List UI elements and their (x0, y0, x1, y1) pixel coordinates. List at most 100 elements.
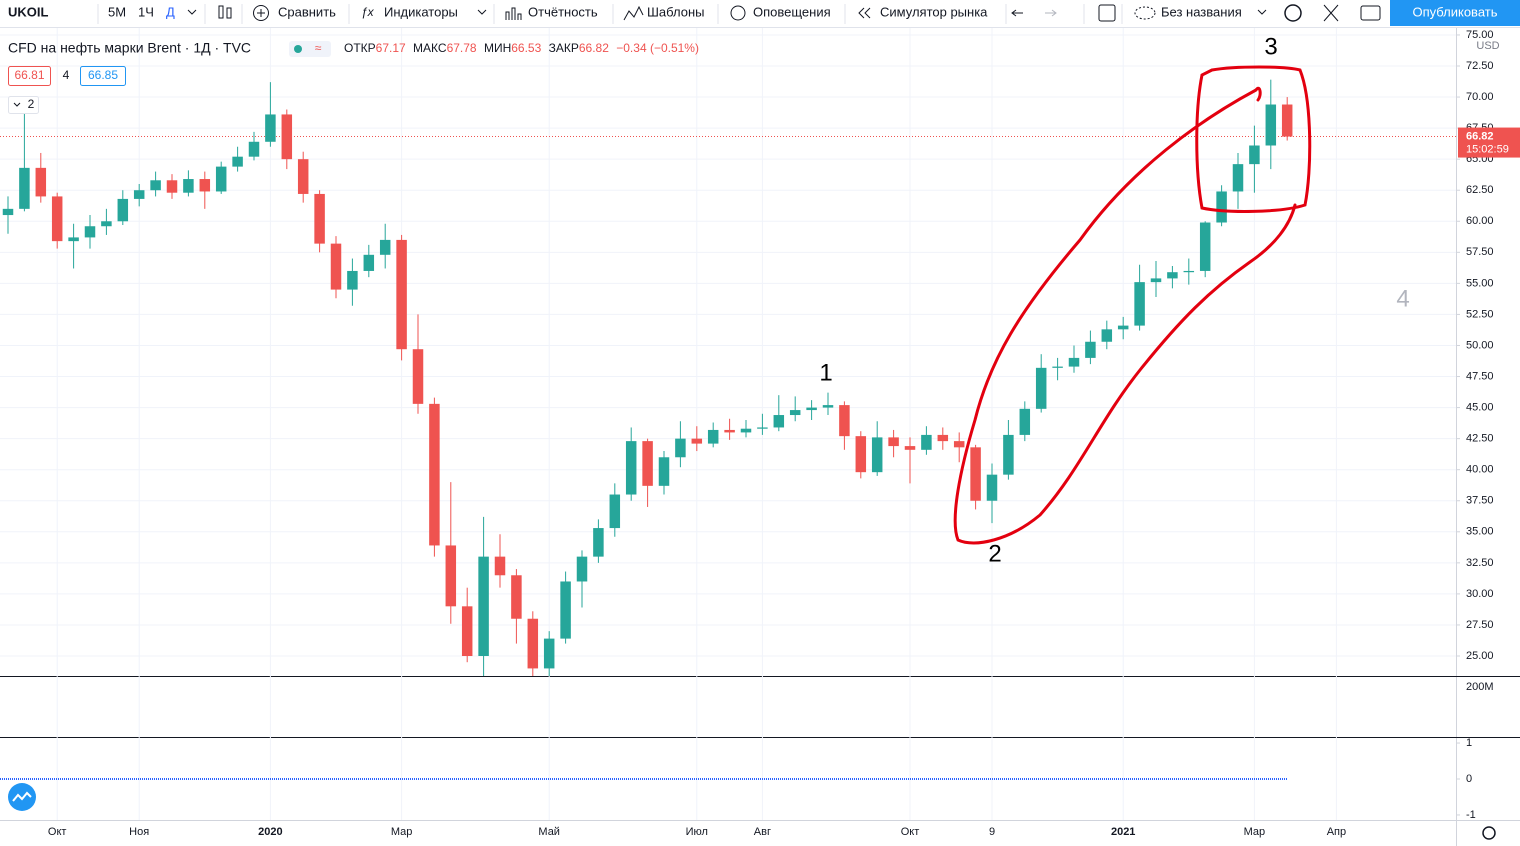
candle-body (150, 180, 161, 191)
templates-button[interactable]: Шаблоны (647, 4, 705, 19)
low-label: МИН (484, 41, 511, 55)
y-tick-label: 52.50 (1466, 308, 1494, 320)
symbol[interactable]: UKOIL (8, 4, 49, 19)
candle-body (1249, 145, 1260, 165)
replay-icon[interactable] (858, 7, 871, 19)
dropdown-icon[interactable] (477, 9, 487, 15)
layout-name[interactable]: Без названия (1161, 4, 1242, 19)
candle-body (248, 141, 260, 157)
candle-body (609, 494, 621, 529)
candle-body (888, 437, 899, 447)
candle-body (1281, 104, 1293, 137)
candle-body (1035, 367, 1047, 409)
candle-body (789, 410, 801, 416)
candle-body (1003, 434, 1014, 475)
candle-body (806, 407, 817, 411)
indicator-tick-label: 1 (1466, 737, 1472, 749)
y-tick-label: 47.50 (1466, 370, 1494, 382)
candle-body (363, 254, 375, 271)
indicator-tick-label: 0 (1466, 773, 1472, 785)
x-tick-label: Окт (48, 826, 67, 838)
x-tick-label: Ноя (129, 826, 149, 838)
alerts-button[interactable]: Оповещения (753, 4, 831, 19)
ask-box[interactable] (80, 66, 126, 86)
templates-icon[interactable] (623, 5, 644, 21)
logo[interactable] (8, 783, 36, 811)
x-tick-label: Апр (1327, 826, 1346, 838)
currency-label: USD (1476, 40, 1499, 52)
axis-settings[interactable] (1482, 826, 1496, 840)
dropdown-icon[interactable] (1257, 9, 1267, 15)
candle-body (429, 403, 440, 546)
replay-button[interactable]: Симулятор рынка (880, 4, 988, 19)
last-price-label: 66.82 (1466, 130, 1494, 142)
candle-body (379, 239, 391, 255)
undo-button[interactable] (1011, 9, 1023, 17)
candle-body (675, 438, 686, 458)
candle-body (724, 429, 735, 433)
status-badge (289, 41, 331, 57)
reports-icon[interactable] (505, 7, 522, 20)
y-tick-label: 57.50 (1466, 246, 1494, 258)
collapse-button[interactable] (8, 96, 39, 114)
trend-channel (953, 86, 1297, 545)
compare-icon[interactable] (253, 5, 269, 21)
x-tick-label: Мар (391, 826, 413, 838)
candle-body (461, 606, 473, 657)
y-tick-label: 72.50 (1466, 60, 1494, 72)
candle-body (232, 156, 243, 167)
x-tick-label: Мар (1244, 826, 1266, 838)
settings-button[interactable] (1284, 4, 1302, 22)
chart-type-icon[interactable] (218, 5, 232, 19)
annotation: 1 (819, 359, 832, 386)
fullscreen-button[interactable] (1323, 4, 1339, 22)
alerts-icon[interactable] (730, 5, 746, 21)
candle-body (396, 239, 407, 350)
reports-button[interactable]: Отчётность (528, 4, 598, 19)
toolbar: UKOIL 5М 1Ч Д Сравнить ƒx Индикаторы Отч… (0, 0, 1520, 28)
publish-label[interactable]: Опубликовать (1412, 4, 1497, 19)
redo-button[interactable] (1045, 9, 1057, 17)
candle-body (330, 243, 342, 290)
hidden-count[interactable]: 2 (28, 97, 35, 111)
x-tick-label: Авг (754, 826, 771, 838)
bid-price[interactable]: 66.81 (14, 68, 44, 82)
interval[interactable]: 5М (108, 4, 126, 19)
snapshot-button[interactable] (1360, 5, 1381, 21)
interval[interactable]: Д (166, 4, 175, 19)
x-tick-label: 2021 (1111, 826, 1135, 838)
candle-body (773, 415, 785, 428)
annotation: 3 (1264, 33, 1277, 60)
y-tick-label: 35.00 (1466, 526, 1494, 538)
bid-box[interactable] (8, 66, 51, 86)
y-tick-label: 75.00 (1466, 29, 1494, 41)
publish-button[interactable] (1390, 0, 1520, 26)
series-title: CFD на нефть марки Brent · 1Д · TVC (8, 40, 251, 56)
interval[interactable]: 1Ч (138, 4, 154, 19)
candle-body (576, 556, 588, 582)
dropdown-icon[interactable] (187, 9, 197, 15)
candle-body (166, 180, 178, 193)
candle-body (445, 545, 457, 607)
candle-body (84, 226, 96, 238)
candle-body (871, 437, 883, 473)
candle-body (1232, 164, 1244, 192)
ask-price[interactable]: 66.85 (88, 68, 118, 82)
compare-button[interactable]: Сравнить (278, 4, 336, 19)
candle-body (215, 166, 227, 192)
candle-body (117, 198, 129, 222)
candles (0, 79, 1456, 676)
candle-body (970, 447, 981, 501)
candle-body (921, 434, 932, 450)
indicators-button[interactable]: Индикаторы (384, 4, 458, 19)
candle-body (543, 638, 555, 669)
indicators-icon[interactable]: ƒx (361, 5, 375, 19)
fullscreen-toggle[interactable] (1098, 4, 1116, 22)
candle-body (953, 441, 965, 448)
candle-body (265, 114, 276, 142)
candle-body (740, 428, 752, 433)
candle-body (183, 179, 194, 193)
candle-body (1052, 366, 1063, 368)
